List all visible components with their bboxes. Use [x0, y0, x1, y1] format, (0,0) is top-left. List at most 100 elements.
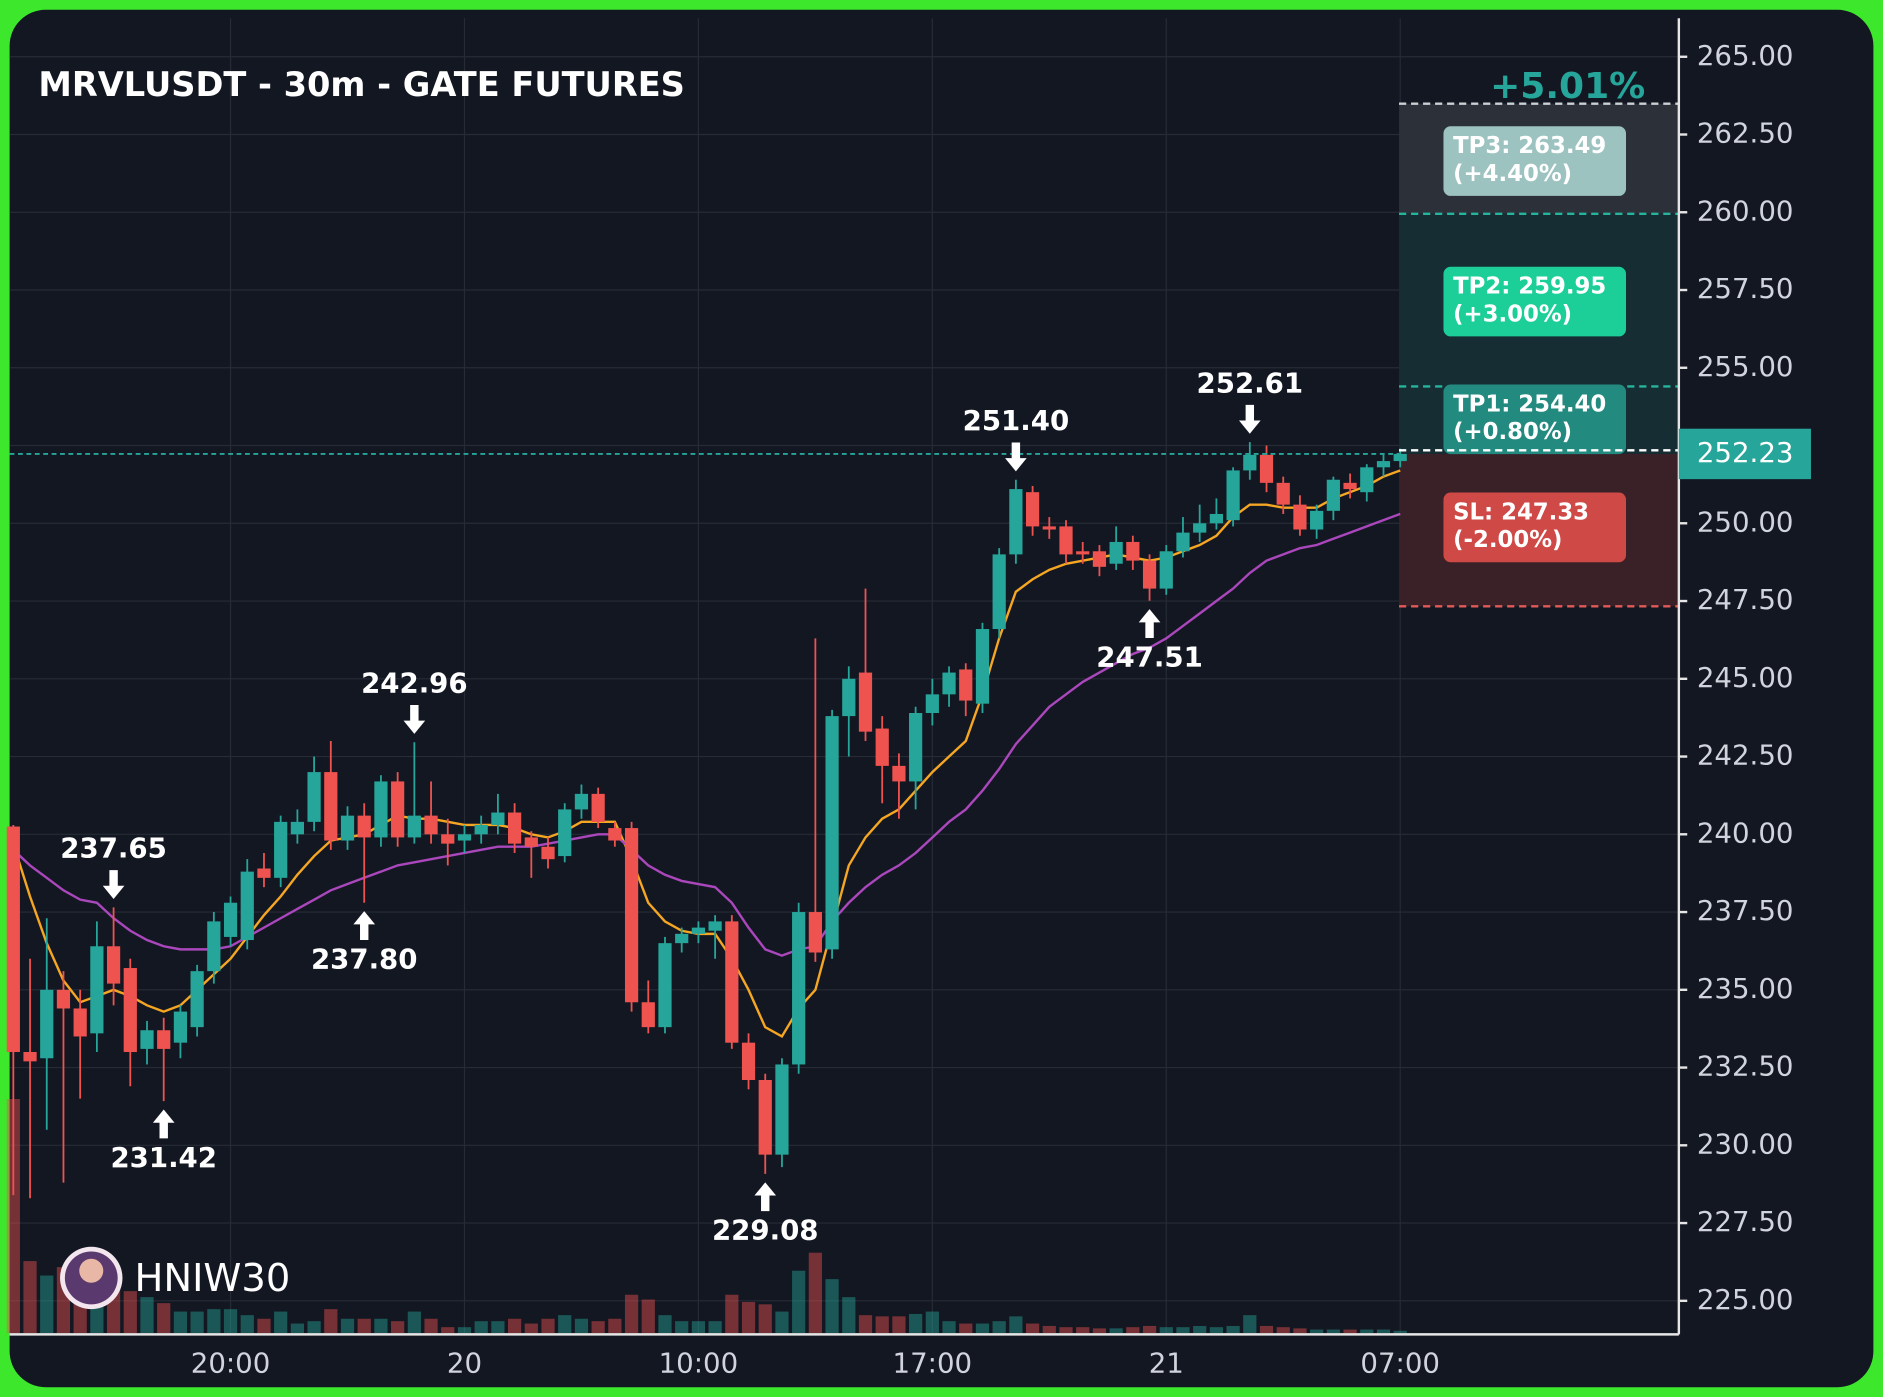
pivot-label: 237.65 — [60, 832, 167, 865]
volume-bar — [307, 1321, 321, 1334]
candle-body — [925, 694, 939, 714]
x-tick-label: 20:00 — [191, 1346, 271, 1379]
y-tick-label: 230.00 — [1697, 1127, 1794, 1160]
volume-bar — [959, 1323, 973, 1334]
candle-body — [808, 912, 822, 953]
x-tick-label: 20 — [447, 1346, 482, 1379]
candle-body — [591, 793, 605, 822]
y-tick-label: 245.00 — [1697, 661, 1794, 694]
volume-bar — [641, 1299, 655, 1334]
y-tick-label: 225.00 — [1697, 1283, 1794, 1316]
candle-body — [1393, 453, 1407, 462]
pivot-label: 242.96 — [361, 667, 468, 700]
candle-body — [274, 821, 288, 878]
y-tick-label: 255.00 — [1697, 350, 1794, 383]
candle-body — [691, 927, 706, 934]
volume-bar — [741, 1301, 756, 1334]
level-box — [1443, 126, 1627, 196]
candle-body — [357, 815, 371, 838]
current-price-box — [1678, 428, 1811, 480]
candle-body — [1209, 513, 1223, 524]
candle-body — [624, 828, 639, 1003]
volume-bar — [157, 1303, 171, 1334]
volume-bar — [140, 1297, 154, 1334]
level-change: (+4.40%) — [1453, 161, 1572, 187]
candle-body — [1109, 541, 1123, 564]
y-tick-label: 242.50 — [1697, 739, 1794, 772]
volume-bar — [207, 1309, 221, 1334]
candle-body — [574, 793, 589, 810]
y-tick-label: 235.00 — [1697, 972, 1794, 1005]
overlay-layer: TP3: 263.49(+4.40%) TP2: 259.95(+3.00%) TP… — [9, 66, 1679, 1247]
volume-bar — [407, 1311, 421, 1334]
volume-bar — [357, 1318, 371, 1334]
chart-title: MRVLUSDT - 30m - GATE FUTURES — [38, 65, 684, 104]
volume-bar — [1343, 1329, 1357, 1334]
volume-bar — [457, 1327, 472, 1334]
candle-body — [842, 678, 856, 717]
candle-body — [391, 781, 405, 838]
y-tick-label: 265.00 — [1697, 39, 1794, 72]
pivot-arrow — [754, 1182, 777, 1212]
volume-bar — [808, 1252, 822, 1334]
candle-body — [858, 672, 873, 732]
volume-bar — [441, 1327, 455, 1334]
level-change: (+3.00%) — [1453, 301, 1572, 327]
y-tick-label: 260.00 — [1697, 194, 1794, 227]
y-tick-label: 257.50 — [1697, 272, 1794, 305]
y-tick-label: 247.50 — [1697, 583, 1794, 616]
pivot-label: 252.61 — [1197, 366, 1304, 399]
candle-body — [173, 1011, 188, 1043]
level-change: (+0.80%) — [1453, 419, 1572, 445]
x-tick-label: 10:00 — [659, 1346, 739, 1379]
volume-bar — [725, 1294, 739, 1334]
candle-body — [140, 1030, 154, 1049]
volume-bar — [474, 1321, 488, 1334]
volume-bar — [1259, 1325, 1274, 1334]
level-box — [1443, 266, 1627, 337]
candle-body — [1226, 470, 1240, 521]
current-price-label: 252.23 — [1697, 436, 1794, 469]
candle-body — [1126, 541, 1140, 561]
volume-bar — [340, 1318, 355, 1334]
volume-bar — [491, 1321, 505, 1334]
level-label: TP1: 254.40 — [1453, 391, 1606, 417]
volume-bar — [391, 1321, 405, 1334]
level-change: (-2.00%) — [1453, 527, 1562, 553]
y-tick-label: 262.50 — [1697, 117, 1794, 150]
candle-body — [708, 921, 722, 931]
pivot-label: 229.08 — [712, 1214, 819, 1247]
volume-bar — [524, 1323, 538, 1334]
candle-body — [1360, 467, 1374, 493]
pivot-label: 251.40 — [963, 404, 1070, 437]
avatar-face — [79, 1258, 104, 1283]
candle-body — [474, 824, 488, 835]
candle-body — [1092, 551, 1107, 567]
candle-body — [1009, 489, 1023, 555]
volume-bar — [1360, 1329, 1374, 1334]
candle-body — [975, 629, 990, 704]
candle-body — [40, 989, 54, 1059]
candle-body — [1326, 479, 1340, 511]
candle-body — [524, 837, 538, 847]
volume-bar — [1159, 1327, 1173, 1334]
candle-body — [106, 946, 121, 984]
volume-bar — [1025, 1323, 1040, 1334]
candle-body — [207, 921, 221, 972]
volume-bar — [925, 1311, 939, 1334]
volume-bar — [1109, 1328, 1123, 1334]
pivot-arrow — [1239, 404, 1261, 434]
volume-bar — [1193, 1325, 1207, 1334]
candle-body — [1376, 461, 1391, 468]
volume-bar — [541, 1318, 555, 1334]
y-tick-label: 232.50 — [1697, 1050, 1794, 1083]
candle-body — [892, 765, 906, 782]
volume-bar — [691, 1321, 706, 1334]
volume-bar — [6, 1098, 20, 1334]
candle-body — [1293, 504, 1307, 530]
x-tick-label: 17:00 — [893, 1346, 973, 1379]
candle-body — [1276, 482, 1290, 505]
volume-bar — [858, 1315, 873, 1334]
volume-bar — [708, 1321, 722, 1334]
candle-body — [23, 1052, 37, 1062]
